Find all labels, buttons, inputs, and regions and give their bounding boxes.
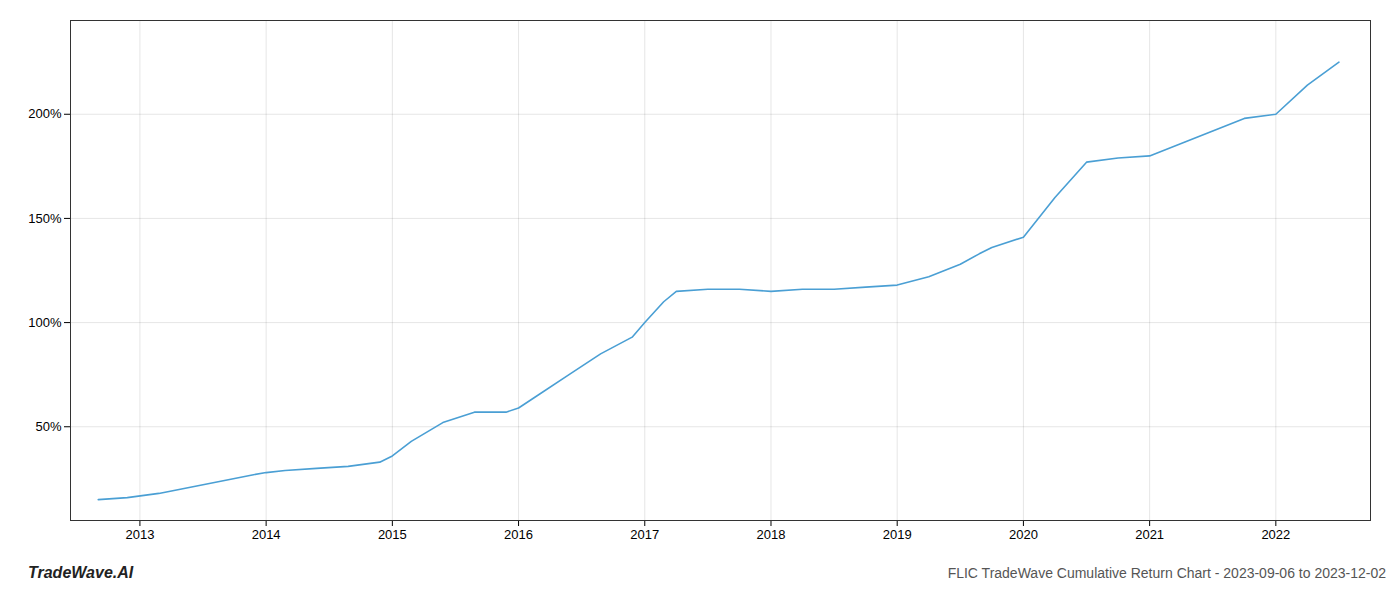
svg-text:2021: 2021 [1135, 527, 1164, 542]
svg-text:2013: 2013 [125, 527, 154, 542]
svg-text:50%: 50% [35, 419, 61, 434]
svg-text:2019: 2019 [883, 527, 912, 542]
svg-text:2017: 2017 [630, 527, 659, 542]
svg-text:2022: 2022 [1261, 527, 1290, 542]
svg-text:2018: 2018 [757, 527, 786, 542]
html-text:TradeWave.AI: TradeWave.AI [28, 564, 134, 581]
svg-text:2016: 2016 [504, 527, 533, 542]
html-text:FLIC TradeWave Cumulative Retu: FLIC TradeWave Cumulative Return Chart -… [947, 565, 1386, 581]
svg-text:200%: 200% [28, 106, 62, 121]
svg-text:150%: 150% [28, 211, 62, 226]
svg-text:2014: 2014 [252, 527, 281, 542]
svg-text:2020: 2020 [1009, 527, 1038, 542]
svg-text:2015: 2015 [378, 527, 407, 542]
svg-text:100%: 100% [28, 315, 62, 330]
